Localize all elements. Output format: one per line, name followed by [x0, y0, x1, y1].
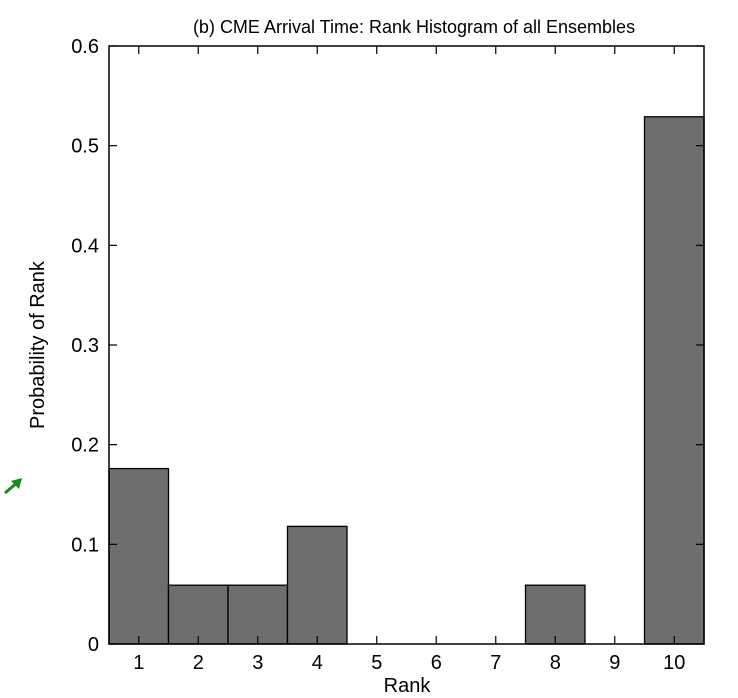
y-tick-label: 0.6 — [71, 36, 99, 58]
ticks-layer: 0 0.1 0.2 0.3 0.4 0.5 0.6 1 2 3 4 5 6 7 8 9 10 — [71, 36, 704, 674]
x-tick-label: 8 — [550, 652, 561, 674]
y-tick-label: 0.1 — [71, 534, 99, 556]
annotation-arrow-icon — [4, 478, 22, 495]
bar-rank-4 — [286, 525, 348, 645]
bar-rank-3 — [227, 584, 289, 645]
bar-rank-8 — [524, 584, 586, 645]
plot-frame — [108, 45, 705, 645]
bar-rank-2 — [167, 584, 229, 645]
x-tick-label: 1 — [133, 652, 144, 674]
x-tick-label: 3 — [252, 652, 263, 674]
y-axis-label: Probability of Rank — [27, 260, 49, 429]
x-tick-label: 4 — [312, 652, 323, 674]
y-tick-label: 0.4 — [71, 235, 99, 257]
y-tick-label: 0 — [88, 634, 99, 656]
x-tick-label: 9 — [609, 652, 620, 674]
chart-title: (b) CME Arrival Time: Rank Histogram of … — [193, 17, 635, 37]
x-axis-label: Rank — [384, 675, 432, 697]
x-tick-label: 5 — [371, 652, 382, 674]
y-tick-label: 0.2 — [71, 435, 99, 457]
x-tick-label: 2 — [193, 652, 204, 674]
x-tick-label: 6 — [431, 652, 442, 674]
bar-rank-1 — [108, 467, 170, 645]
bar-rank-10 — [643, 116, 705, 645]
x-tick-label: 7 — [490, 652, 501, 674]
y-tick-label: 0.5 — [71, 136, 99, 158]
x-tick-label: 10 — [663, 652, 685, 674]
y-tick-label: 0.3 — [71, 335, 99, 357]
bars-layer — [108, 116, 705, 645]
